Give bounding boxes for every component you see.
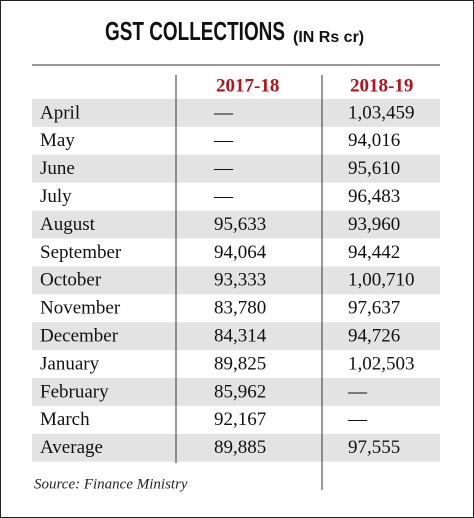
- row-label: December: [40, 326, 119, 347]
- cell-value: 95,610: [348, 158, 400, 179]
- row-shade: [32, 99, 440, 127]
- row-label: August: [40, 214, 96, 235]
- cell-value: 89,885: [214, 437, 266, 458]
- cell-value: 94,726: [348, 326, 400, 347]
- cell-value: 1,02,503: [348, 353, 415, 374]
- row-shade: [32, 210, 440, 239]
- cell-value: 92,167: [214, 409, 266, 430]
- cell-value: 94,064: [214, 242, 267, 263]
- row-shade: [32, 378, 440, 406]
- row-label: January: [40, 353, 100, 374]
- row-shade: [32, 154, 440, 183]
- cell-value: 96,483: [348, 186, 400, 207]
- row-label: September: [40, 242, 122, 263]
- table: 2017-18 2018-19 April — 1,03,459 May — 94,016 Ju…: [32, 75, 440, 462]
- row-label: July: [40, 186, 72, 207]
- cell-value: —: [213, 186, 234, 207]
- row-shade: [32, 433, 440, 462]
- row-label: February: [40, 381, 109, 402]
- title: GST COLLECTIONS: [105, 16, 285, 46]
- row-label: October: [40, 270, 102, 291]
- cell-value: 97,555: [348, 437, 400, 458]
- cell-value: 83,780: [214, 298, 266, 319]
- cell-value: —: [347, 381, 368, 402]
- row-label: November: [40, 298, 121, 319]
- cell-value: 1,03,459: [348, 102, 415, 123]
- row-label: March: [40, 409, 90, 430]
- cell-value: —: [347, 409, 368, 430]
- row-shade: [32, 266, 440, 295]
- cell-value: —: [213, 130, 234, 151]
- cell-value: 93,960: [348, 214, 400, 235]
- cell-value: 95,633: [214, 214, 266, 235]
- cell-value: —: [213, 158, 234, 179]
- row-label: June: [40, 158, 75, 179]
- row-label: April: [40, 102, 80, 123]
- cell-value: 94,442: [348, 242, 400, 263]
- source: Source: Finance Ministry: [34, 476, 188, 492]
- cell-value: 89,825: [214, 353, 266, 374]
- cell-value: 97,637: [348, 298, 400, 319]
- unit: (IN Rs cr): [293, 29, 364, 46]
- row-label: Average: [40, 437, 103, 458]
- column-header: 2017-18: [216, 75, 279, 96]
- cell-value: 85,962: [214, 381, 266, 402]
- cell-value: 84,314: [214, 326, 267, 347]
- cell-value: 93,333: [214, 270, 266, 291]
- cell-value: 1,00,710: [348, 270, 415, 291]
- row-shade: [32, 322, 440, 351]
- column-header: 2018-19: [350, 75, 413, 96]
- cell-value: —: [213, 102, 234, 123]
- row-label: May: [40, 130, 75, 151]
- cell-value: 94,016: [348, 130, 400, 151]
